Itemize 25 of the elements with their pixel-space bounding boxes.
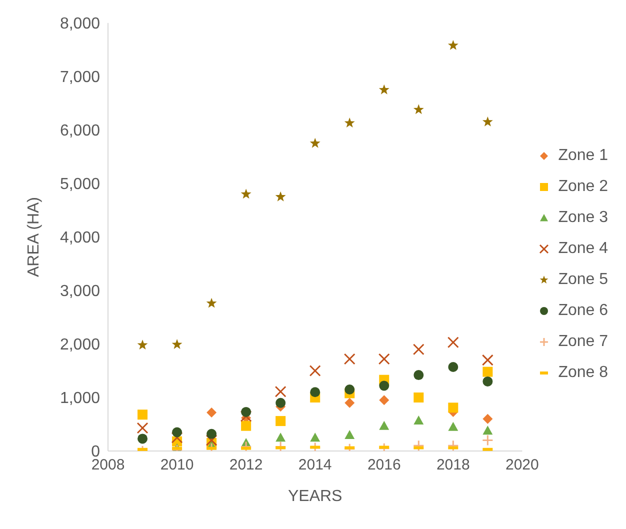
y-tick-label: 1,000 [60,390,100,408]
x-tick-label: 2020 [506,456,539,474]
legend-label: Zone 1 [558,147,608,165]
x-tick-label: 2012 [229,456,263,474]
y-tick-label: 3,000 [60,283,100,300]
x-tick-label: 2010 [160,456,194,474]
legend-label: Zone 3 [558,209,608,227]
legend-label: Zone 2 [558,178,608,196]
x-tick-label: 2014 [298,456,332,474]
x-tick-label: 2008 [91,456,125,474]
x-tick-label: 2016 [367,456,401,474]
y-tick-label: 4,000 [60,230,100,247]
y-tick-label: 5,000 [60,176,100,194]
x-axis-title: YEARS [288,488,342,505]
y-tick-label: 2,000 [60,336,100,354]
legend-label: Zone 8 [558,364,608,382]
x-tick-label: 2018 [436,456,470,474]
legend-label: Zone 7 [558,333,608,351]
legend-label: Zone 5 [558,271,608,289]
y-tick-label: 7,000 [60,69,100,86]
y-tick-label: 8,000 [60,16,100,33]
legend-label: Zone 6 [558,302,608,320]
legend-label: Zone 4 [558,240,608,258]
y-tick-label: 6,000 [60,122,100,140]
y-axis-title: AREA (HA) [26,196,43,278]
